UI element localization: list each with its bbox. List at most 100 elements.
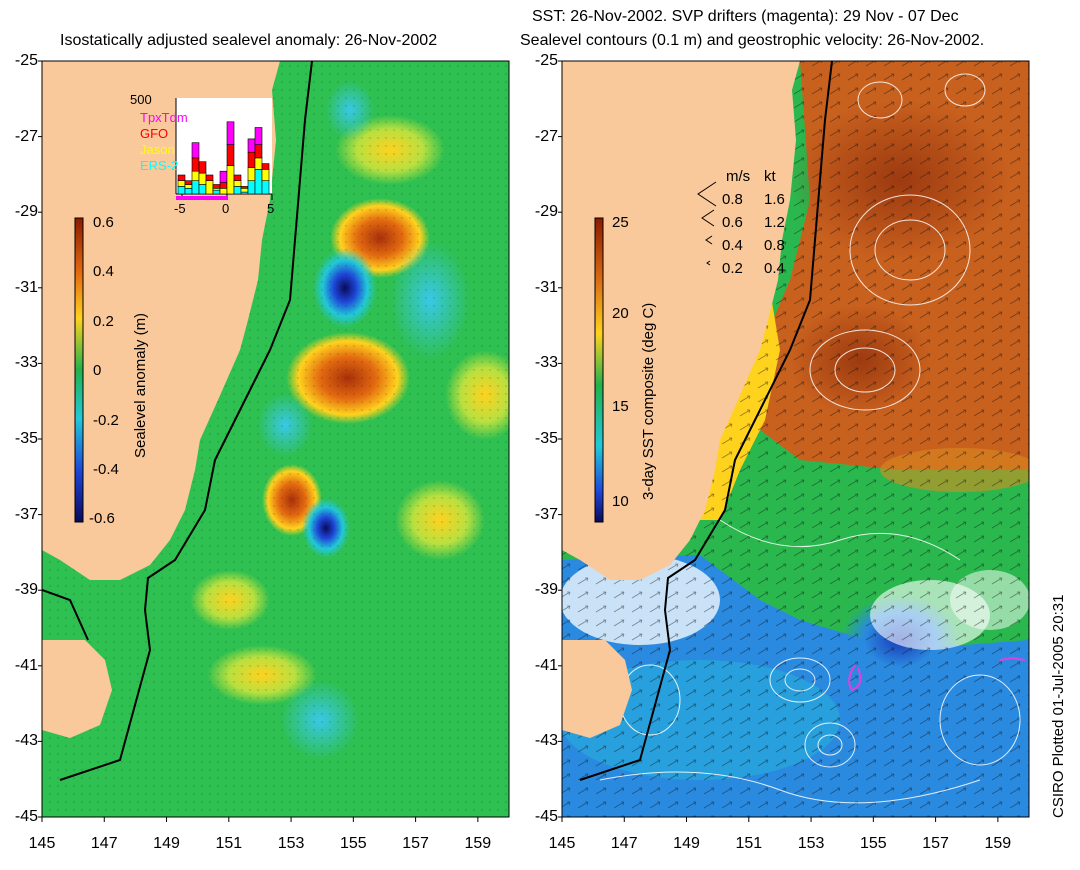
right-map-title-line1: SST: 26-Nov-2002. SVP drifters (magenta)…: [532, 8, 959, 25]
left-lon-tick-label: 153: [277, 835, 305, 852]
histogram-bar: [212, 189, 221, 195]
right-lat-tick-label: -41: [534, 656, 558, 674]
histogram-bar: [177, 186, 186, 195]
plot-credit: CSIRO Plotted 01-Jul-2005 20:31: [1050, 594, 1067, 818]
sealevel-colorbar-label: Sealevel anomaly (m): [132, 312, 149, 458]
velocity-ms: 0.2: [722, 260, 743, 277]
histogram-bar: [198, 161, 207, 174]
left-lat-tick-label: -29: [14, 203, 38, 221]
left-lat-tick-label: -37: [14, 505, 38, 523]
left-lat-tick-label: -45: [14, 808, 38, 825]
right-map-title-line2: Sealevel contours (0.1 m) and geostrophi…: [520, 32, 985, 49]
sealevel-tick: -0.6: [89, 510, 115, 527]
histogram-bar: [261, 169, 270, 182]
right-lon-tick-label: 157: [922, 835, 949, 852]
histogram-bar: [177, 174, 186, 181]
sst-tick: 10: [612, 493, 629, 510]
velocity-header-ms: m/s: [726, 168, 751, 185]
legend-gfo: GFO: [140, 126, 169, 141]
histogram-bar: [226, 165, 235, 195]
histogram-bar: [198, 172, 207, 185]
velocity-legend-row: 0.4 0.8: [722, 234, 785, 257]
velocity-legend: m/s kt 0.8 1.6 0.6 1.2 0.4 0.8 0.2 0.4: [722, 165, 785, 280]
histogram-bar: [233, 186, 242, 195]
right-lon-tick-label: 151: [735, 835, 763, 852]
histogram-bar: [254, 169, 263, 195]
velocity-ms: 0.6: [722, 214, 743, 231]
right-lat-tick-label: -43: [534, 732, 558, 750]
left-lat-tick-label: -41: [14, 656, 38, 674]
sealevel-colorbar: [74, 217, 84, 523]
sst-map: [562, 61, 1029, 817]
left-lon-tick-label: 149: [153, 835, 180, 852]
legend-tpxtdm: TpxTdm: [140, 110, 188, 125]
right-lat-tick-label: -39: [534, 581, 558, 599]
histogram-bar: [184, 184, 193, 189]
right-lon-tick-label: 159: [984, 835, 1012, 852]
right-lon-tick-label: 153: [797, 835, 825, 852]
velocity-ms: 0.4: [722, 237, 743, 254]
left-lon-tick-label: 145: [28, 835, 56, 852]
histogram-bar: [254, 144, 263, 159]
left-map-title: Isostatically adjusted sealevel anomaly:…: [60, 32, 438, 49]
histogram-bar: [254, 157, 263, 170]
histogram-bar: [184, 180, 193, 185]
histogram-bar: [233, 180, 242, 187]
histogram-ymax-label: 500: [130, 92, 152, 107]
left-lat-tick-label: -35: [14, 430, 38, 447]
sealevel-tick: 0.6: [93, 214, 114, 231]
sst-colorbar: [594, 217, 604, 523]
histogram-bar: [226, 121, 235, 145]
histogram-bar: [233, 174, 242, 181]
right-lat-tick-label: -31: [534, 278, 558, 296]
velocity-legend-row: 0.8 1.6: [722, 188, 785, 211]
histogram-bar: [191, 157, 200, 172]
sst-tick: 15: [612, 398, 629, 415]
right-lat-tick-label: -27: [534, 127, 558, 145]
right-lat-tick-label: -37: [534, 505, 558, 523]
histogram-bar: [219, 182, 228, 189]
right-lon-tick-label: 155: [859, 835, 887, 852]
histogram-bar: [247, 180, 256, 195]
right-lat-tick-label: -45: [534, 808, 558, 825]
left-lat-tick-label: -33: [14, 354, 38, 372]
left-lat-tick-label: -27: [14, 127, 38, 145]
left-lon-tick-label: 155: [339, 835, 367, 852]
velocity-kt: 0.8: [764, 237, 785, 254]
right-lat-tick-label: -25: [534, 52, 558, 69]
right-lon-tick-label: 149: [673, 835, 700, 852]
velocity-ms: 0.8: [722, 191, 743, 208]
left-lon-tick-label: 159: [464, 835, 492, 852]
histogram-bar: [219, 170, 228, 183]
right-lon-tick-label: 147: [610, 835, 638, 852]
histogram-legend: TpxTdm GFO Jason ERS-2: [140, 110, 188, 174]
histogram-bar: [247, 151, 256, 168]
histogram-bar: [254, 127, 263, 145]
left-lon-tick-label: 147: [90, 835, 118, 852]
legend-ers2: ERS-2: [140, 158, 179, 173]
sst-tick: 20: [612, 305, 629, 322]
right-lon-tick-label: 145: [548, 835, 576, 852]
histogram-bar: [198, 184, 207, 195]
histogram-bar: [240, 188, 249, 193]
velocity-legend-header: m/s kt: [722, 165, 785, 188]
velocity-legend-row: 0.6 1.2: [722, 211, 785, 234]
histogram-xtick-neg5: -5: [174, 201, 186, 216]
left-lon-tick-label: 157: [402, 835, 429, 852]
sealevel-tick: 0: [93, 362, 102, 379]
velocity-kt: 0.4: [764, 260, 785, 277]
left-lat-tick-label: -43: [14, 732, 38, 750]
left-lat-tick-label: -31: [14, 278, 38, 296]
sealevel-tick: 0.2: [93, 313, 114, 330]
histogram-bar: [191, 170, 200, 181]
histogram-bar: [247, 138, 256, 153]
histogram-bar: [247, 167, 256, 181]
histogram-bar: [177, 180, 186, 187]
histogram-bar: [261, 163, 270, 170]
right-lat-tick-label: -29: [534, 203, 558, 221]
sealevel-tick: 0.4: [93, 263, 114, 280]
velocity-legend-row: 0.2 0.4: [722, 257, 785, 280]
histogram-bar: [191, 180, 200, 195]
sealevel-tick: -0.4: [93, 461, 119, 478]
altimeter-histogram: [175, 98, 273, 200]
